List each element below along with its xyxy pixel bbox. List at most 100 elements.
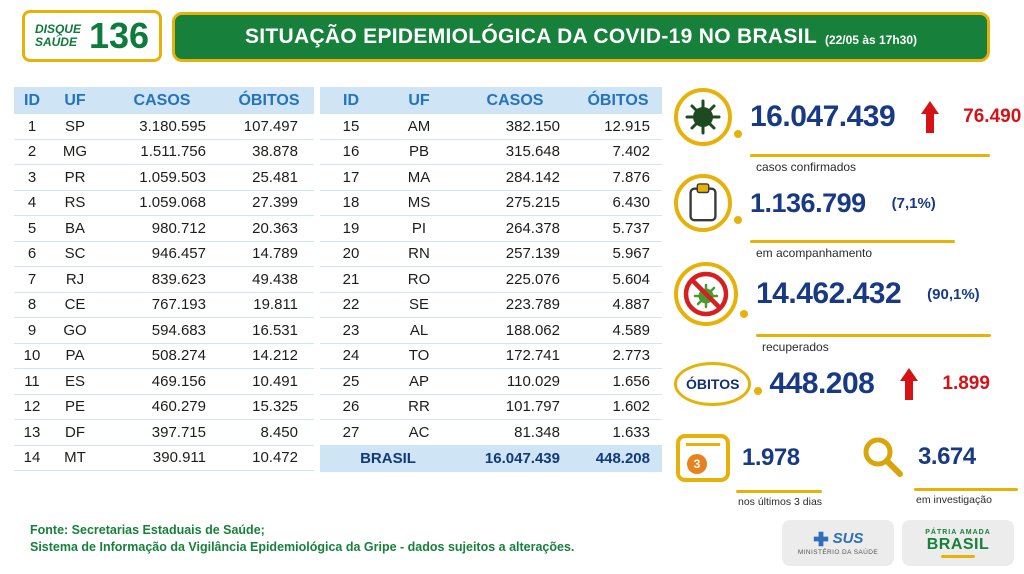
col-casos: CASOS (486, 91, 544, 109)
table-cell: SC (64, 245, 86, 263)
table-cell: RS (64, 194, 86, 212)
gold-underline (750, 240, 955, 243)
table-cell: 13 (23, 423, 41, 441)
table-header: ID UF CASOS ÓBITOS (320, 87, 662, 114)
government-logos: SUS MINISTÉRIO DA SAÚDE PÁTRIA AMADA BRA… (782, 520, 1014, 566)
table-header: ID UF CASOS ÓBITOS (14, 87, 314, 114)
table-body: 15 AM 382.150 12.915 16 PB 315.648 7.402 17 MA 284… (320, 114, 662, 446)
source-line1: Fonte: Secretarias Estaduais de Saúde; (30, 523, 265, 537)
table-row: 11 ES 469.156 10.491 (14, 369, 314, 395)
table-cell: 223.789 (505, 296, 560, 314)
cases-table-right: ID UF CASOS ÓBITOS 15 AM 382.150 12.915 16 PB… (320, 87, 662, 472)
table-cell: PA (65, 347, 85, 365)
table-cell: 7.402 (612, 143, 650, 161)
table-cell: 26 (342, 398, 360, 416)
table-row: 19 PI 264.378 5.737 (320, 216, 662, 242)
table-cell: 188.062 (505, 321, 560, 339)
table-cell: 101.797 (505, 398, 560, 416)
gold-underline (756, 334, 991, 337)
deaths-value: 448.208 (769, 367, 875, 400)
table-cell: 24 (342, 347, 360, 365)
table-cell: 107.497 (243, 117, 298, 135)
table-row: 9 GO 594.683 16.531 (14, 318, 314, 344)
table-cell: PE (64, 398, 85, 416)
table-cell: 3 (27, 168, 37, 186)
total-label: BRASIL (360, 450, 416, 467)
table-cell: 4.589 (612, 321, 650, 339)
disque-saude-logo: DISQUE SAÚDE 136 (22, 10, 162, 62)
table-row: 26 RR 101.797 1.602 (320, 395, 662, 420)
table-cell: 767.193 (151, 296, 206, 314)
page-title: SITUAÇÃO EPIDEMIOLÓGICA DA COVID-19 NO B… (244, 25, 817, 48)
table-cell: 20.363 (252, 219, 298, 237)
stat-monitoring: 1.136.799 (7,1%) em acompanhamento (674, 174, 1022, 260)
table-cell: 1.511.756 (140, 143, 206, 161)
table-row: 7 RJ 839.623 49.438 (14, 267, 314, 293)
table-cell: 460.279 (151, 398, 206, 416)
table-cell: MG (62, 143, 88, 161)
table-cell: 12 (23, 398, 41, 416)
table-row: 6 SC 946.457 14.789 (14, 242, 314, 267)
patria-label: PÁTRIA AMADA (925, 528, 991, 536)
cases-table-left: ID UF CASOS ÓBITOS 1 SP 3.180.595 107.497 2 M… (14, 87, 314, 471)
table-row: 24 TO 172.741 2.773 (320, 344, 662, 369)
table-cell: 275.215 (505, 194, 560, 212)
table-cell: 49.438 (252, 270, 298, 288)
table-cell: 508.274 (151, 347, 206, 365)
col-id: ID (343, 91, 359, 109)
table-row: 3 PR 1.059.503 25.481 (14, 165, 314, 191)
table-cell: 1.633 (612, 423, 650, 441)
table-cell: 12.915 (604, 117, 650, 135)
table-cell: CE (64, 296, 86, 314)
table-cell: RN (408, 245, 430, 263)
table-row: 1 SP 3.180.595 107.497 (14, 114, 314, 140)
table-cell: 2 (27, 143, 37, 161)
up-arrow-icon (921, 101, 940, 133)
calendar-badge: 3 (687, 454, 707, 474)
table-cell: 315.648 (505, 143, 560, 161)
table-cell: 5.737 (612, 219, 650, 237)
table-cell: 25 (342, 372, 360, 390)
table-cell: 4.887 (612, 296, 650, 314)
table-row: 8 CE 767.193 19.811 (14, 293, 314, 318)
logo-line1: DISQUE (34, 22, 81, 36)
table-row: 22 SE 223.789 4.887 (320, 293, 662, 318)
table-cell: 14.789 (252, 245, 298, 263)
monitoring-pct: (7,1%) (891, 194, 936, 212)
stat-investigation: 3.674 em investigação (860, 434, 1019, 508)
table-cell: 5.604 (612, 270, 650, 288)
confirmed-value: 16.047.439 (750, 100, 896, 133)
stat-minor-row: 3 1.978 nos últimos 3 dias 3.674 em inve… (676, 434, 1019, 508)
stat-recovered: 14.462.432 (90,1%) recuperados (674, 262, 1022, 354)
sus-cross-icon (813, 531, 828, 546)
table-cell: 14.212 (252, 347, 298, 365)
brasil-gold-bar (941, 554, 975, 558)
col-obitos: ÓBITOS (587, 91, 649, 109)
table-cell: 3.180.595 (139, 117, 206, 135)
recovered-value: 14.462.432 (756, 277, 902, 310)
table-cell: 8.450 (260, 423, 298, 441)
table-cell: 5 (27, 219, 37, 237)
table-cell: 27.399 (252, 194, 298, 212)
table-cell: AL (409, 321, 429, 339)
table-cell: 16.531 (252, 321, 298, 339)
monitoring-value: 1.136.799 (750, 187, 866, 218)
table-cell: 5.967 (612, 245, 650, 263)
table-cell: 21 (342, 270, 360, 288)
col-obitos: ÓBITOS (238, 91, 300, 109)
investigation-value: 3.674 (918, 443, 976, 470)
table-cell: 1 (27, 117, 37, 135)
table-cell: 397.715 (151, 423, 206, 441)
table-cell: 946.457 (151, 245, 206, 263)
disque-saude-text: DISQUE SAÚDE (35, 23, 81, 49)
col-casos: CASOS (133, 91, 191, 109)
table-cell: 19 (342, 219, 360, 237)
table-body: 1 SP 3.180.595 107.497 2 MG 1.511.756 38.878 3 PR… (14, 114, 314, 471)
virus-icon (674, 88, 742, 146)
sus-label: SUS (832, 530, 864, 547)
confirmed-delta: 76.490 (963, 106, 1022, 127)
table-cell: 284.142 (505, 168, 560, 186)
table-cell: BA (64, 219, 85, 237)
table-cell: 469.156 (151, 372, 206, 390)
confirmed-label: casos confirmados (756, 160, 857, 174)
